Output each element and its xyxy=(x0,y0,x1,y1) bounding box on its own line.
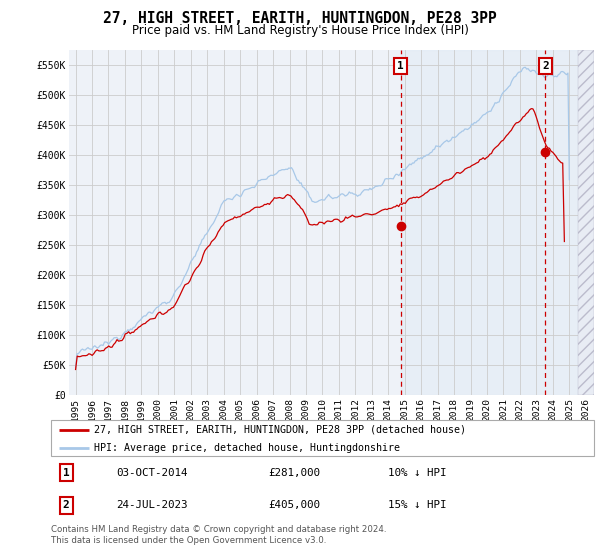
Text: Price paid vs. HM Land Registry's House Price Index (HPI): Price paid vs. HM Land Registry's House … xyxy=(131,24,469,36)
Bar xyxy=(401,50,594,395)
Text: 27, HIGH STREET, EARITH, HUNTINGDON, PE28 3PP (detached house): 27, HIGH STREET, EARITH, HUNTINGDON, PE2… xyxy=(94,425,466,435)
Polygon shape xyxy=(578,50,594,395)
Text: 2: 2 xyxy=(542,60,549,71)
Text: £281,000: £281,000 xyxy=(268,468,320,478)
Text: £405,000: £405,000 xyxy=(268,501,320,511)
Text: 15% ↓ HPI: 15% ↓ HPI xyxy=(388,501,446,511)
FancyBboxPatch shape xyxy=(51,420,594,456)
Text: 1: 1 xyxy=(63,468,70,478)
Text: Contains HM Land Registry data © Crown copyright and database right 2024.
This d: Contains HM Land Registry data © Crown c… xyxy=(51,525,386,545)
Text: 27, HIGH STREET, EARITH, HUNTINGDON, PE28 3PP: 27, HIGH STREET, EARITH, HUNTINGDON, PE2… xyxy=(103,11,497,26)
Text: 1: 1 xyxy=(397,60,404,71)
Text: 10% ↓ HPI: 10% ↓ HPI xyxy=(388,468,446,478)
Text: 2: 2 xyxy=(63,501,70,511)
Text: 03-OCT-2014: 03-OCT-2014 xyxy=(116,468,188,478)
Text: 24-JUL-2023: 24-JUL-2023 xyxy=(116,501,188,511)
Text: HPI: Average price, detached house, Huntingdonshire: HPI: Average price, detached house, Hunt… xyxy=(94,443,400,453)
